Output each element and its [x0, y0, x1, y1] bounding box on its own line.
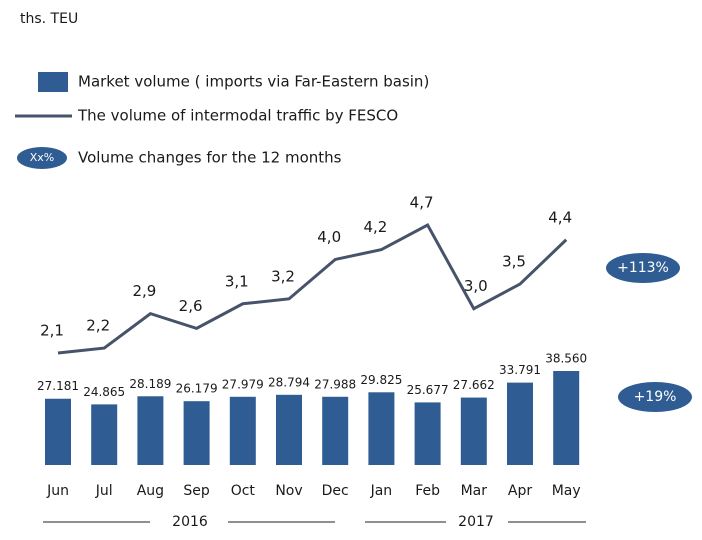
bar: [183, 401, 210, 465]
bar-value-label: 24.865: [83, 385, 125, 399]
bar: [45, 398, 71, 465]
bar-value-label: 33.791: [499, 363, 541, 377]
x-tick-label: Mar: [461, 483, 488, 499]
bar-value-label: 27.988: [314, 377, 356, 391]
line-value-label: 2,6: [179, 297, 203, 315]
line-value-label: 4,2: [363, 218, 387, 236]
bar: [368, 392, 395, 465]
change-badge: [606, 253, 680, 283]
line-value-label: 4,4: [548, 208, 572, 226]
bar-value-label: 28.189: [129, 377, 171, 391]
line-value-label: 4,0: [317, 228, 341, 246]
group-label: 2016: [172, 514, 208, 530]
line-value-label: 3,0: [464, 277, 488, 295]
line-value-label: 2,9: [132, 282, 156, 300]
bar: [460, 397, 487, 465]
line-value-label: 2,2: [86, 317, 110, 335]
group-label: 2017: [458, 514, 494, 530]
legend-swatch-bar: [38, 72, 68, 92]
bar-value-label: 27.181: [37, 379, 79, 393]
line-value-label: 2,1: [40, 322, 64, 340]
bar: [414, 402, 441, 465]
bar-value-label: 29.825: [360, 373, 402, 387]
change-badge-text: +113%: [617, 260, 669, 276]
bar-value-label: 28.794: [268, 375, 310, 389]
bar-value-label: 25.677: [407, 383, 449, 397]
line-value-label: 3,2: [271, 267, 295, 285]
x-tick-label: Dec: [322, 483, 349, 499]
bar: [276, 394, 302, 465]
x-tick-label: Apr: [508, 483, 532, 499]
legend-badge: [17, 147, 67, 169]
x-tick-label: Nov: [275, 483, 302, 499]
bar: [137, 396, 164, 465]
line-value-label: 4,7: [410, 194, 434, 212]
line-value-label: 3,5: [502, 253, 526, 271]
legend-label: The volume of intermodal traffic by FESC…: [77, 107, 398, 125]
x-tick-label: Aug: [137, 483, 164, 499]
bar-value-label: 27.662: [453, 378, 495, 392]
line-value-label: 3,1: [225, 272, 249, 290]
x-tick-label: Sep: [183, 483, 210, 499]
bar-value-label: 38.560: [545, 352, 587, 366]
bar: [553, 371, 580, 465]
x-tick-label: May: [552, 483, 581, 499]
line: [57, 222, 568, 355]
bar: [507, 382, 533, 465]
change-badge-text: +19%: [634, 389, 677, 405]
bar: [322, 396, 349, 465]
legend-label: Volume changes for the 12 months: [78, 149, 342, 167]
chart-title: ths. TEU: [20, 11, 78, 27]
x-tick-label: Jan: [370, 483, 393, 499]
change-badge: [618, 382, 692, 412]
legend-label: Market volume ( imports via Far-Eastern …: [78, 73, 429, 91]
legend-badge-text: Xx%: [30, 151, 55, 164]
x-tick-label: Jun: [46, 483, 69, 499]
bar: [229, 396, 256, 465]
bar-value-label: 27.979: [222, 377, 264, 391]
x-tick-label: Oct: [231, 483, 256, 499]
bar-value-label: 26.179: [176, 382, 218, 396]
bar: [91, 404, 118, 465]
x-tick-label: Feb: [415, 483, 440, 499]
x-tick-label: Jul: [95, 483, 113, 499]
